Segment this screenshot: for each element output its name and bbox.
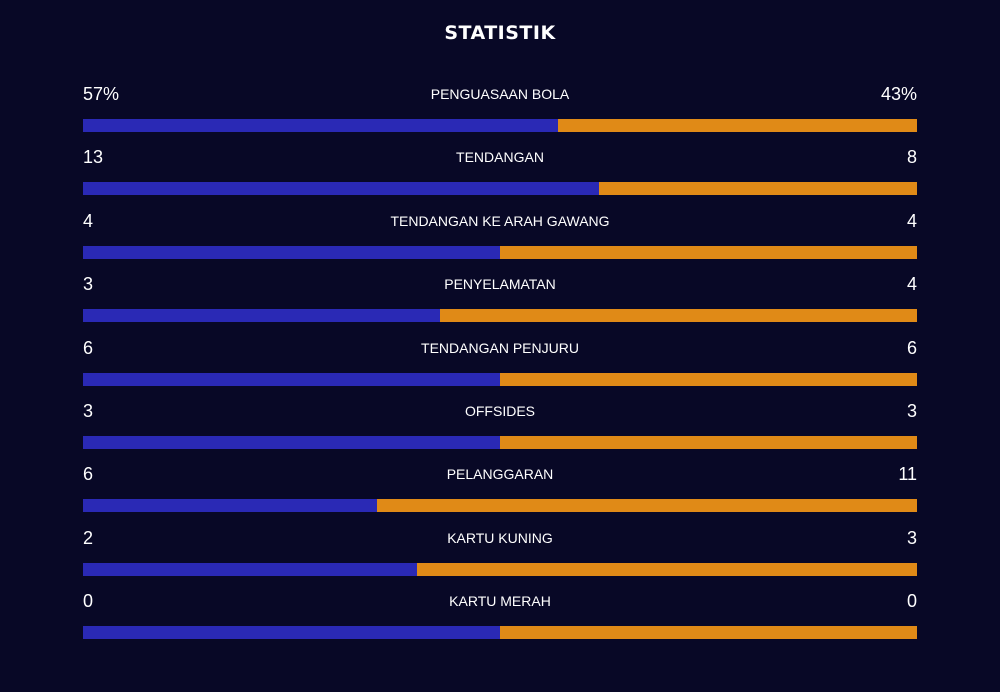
away-bar-segment bbox=[558, 119, 917, 132]
away-bar-segment bbox=[377, 499, 917, 513]
stat-row-possession: 57% PENGUASAAN BOLA 43% bbox=[83, 80, 917, 143]
stat-row-saves: 3 PENYELAMATAN 4 bbox=[83, 270, 917, 333]
away-bar-segment bbox=[500, 626, 917, 640]
away-value: 6 bbox=[906, 337, 917, 358]
home-bar-segment bbox=[83, 309, 441, 323]
stat-label: PELANGGARAN bbox=[446, 466, 554, 483]
comparison-bar bbox=[83, 562, 917, 576]
stat-row-fouls: 6 PELANGGARAN 11 bbox=[83, 460, 917, 523]
stat-label: OFFSIDES bbox=[464, 402, 535, 419]
comparison-bar bbox=[83, 182, 917, 196]
home-value: 6 bbox=[83, 464, 94, 485]
comparison-bar bbox=[83, 435, 917, 449]
comparison-bar bbox=[83, 119, 917, 132]
stats-list: 57% PENGUASAAN BOLA 43% 13 TENDANGAN 8 4… bbox=[83, 80, 917, 651]
away-bar-segment bbox=[599, 182, 917, 196]
home-bar-segment bbox=[83, 119, 559, 132]
comparison-bar bbox=[83, 309, 917, 323]
away-value: 3 bbox=[906, 527, 917, 548]
stat-label: PENYELAMATAN bbox=[444, 276, 556, 293]
home-bar-segment bbox=[83, 182, 600, 196]
stats-title: STATISTIK bbox=[444, 22, 556, 44]
stat-label: PENGUASAAN BOLA bbox=[430, 86, 570, 102]
stat-label: TENDANGAN PENJURU bbox=[421, 339, 579, 356]
home-value: 57% bbox=[83, 84, 120, 104]
stat-label: KARTU MERAH bbox=[449, 593, 551, 610]
comparison-bar bbox=[83, 245, 917, 259]
stat-row-yellow-cards: 2 KARTU KUNING 3 bbox=[83, 524, 917, 587]
away-value: 4 bbox=[906, 274, 917, 295]
away-value: 8 bbox=[906, 147, 917, 168]
home-bar-segment bbox=[83, 562, 417, 576]
home-bar-segment bbox=[83, 435, 500, 449]
stat-row-red-cards: 0 KARTU MERAH 0 bbox=[83, 587, 917, 650]
home-value: 0 bbox=[83, 591, 94, 612]
away-value: 43% bbox=[880, 84, 917, 104]
stat-label: TENDANGAN bbox=[456, 149, 544, 166]
home-value: 6 bbox=[83, 337, 94, 358]
stat-row-offsides: 3 OFFSIDES 3 bbox=[83, 397, 917, 460]
away-bar-segment bbox=[440, 309, 917, 323]
home-value: 4 bbox=[83, 210, 94, 231]
away-value: 4 bbox=[906, 210, 917, 231]
comparison-bar bbox=[83, 626, 917, 640]
away-bar-segment bbox=[500, 435, 917, 449]
home-value: 2 bbox=[83, 527, 94, 548]
stat-row-corners: 6 TENDANGAN PENJURU 6 bbox=[83, 334, 917, 397]
home-value: 13 bbox=[83, 147, 104, 168]
stat-label: TENDANGAN KE ARAH GAWANG bbox=[390, 212, 610, 229]
away-bar-segment bbox=[500, 372, 917, 386]
home-value: 3 bbox=[83, 274, 94, 295]
stat-row-shots: 13 TENDANGAN 8 bbox=[83, 143, 917, 206]
away-bar-segment bbox=[416, 562, 917, 576]
comparison-bar bbox=[83, 499, 917, 513]
away-value: 11 bbox=[898, 464, 917, 485]
home-bar-segment bbox=[83, 626, 500, 640]
home-bar-segment bbox=[83, 499, 378, 513]
stat-label: KARTU KUNING bbox=[447, 529, 553, 546]
stat-row-shots-on-target: 4 TENDANGAN KE ARAH GAWANG 4 bbox=[83, 207, 917, 270]
comparison-bar bbox=[83, 372, 917, 386]
home-bar-segment bbox=[83, 372, 500, 386]
away-value: 3 bbox=[906, 400, 917, 421]
away-bar-segment bbox=[500, 245, 917, 259]
home-bar-segment bbox=[83, 245, 500, 259]
home-value: 3 bbox=[83, 400, 94, 421]
away-value: 0 bbox=[906, 591, 917, 612]
